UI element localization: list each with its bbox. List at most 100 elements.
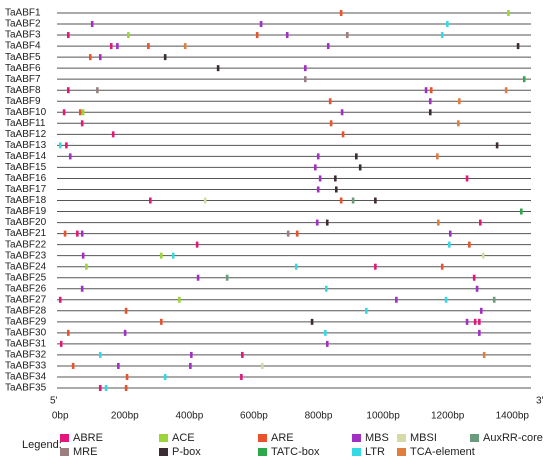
x-tick-label: 1400bp (496, 411, 530, 422)
element-mark (329, 120, 333, 127)
gene-label: TaABF5 (5, 52, 41, 63)
element-mark (475, 285, 479, 292)
element-mark (304, 76, 307, 83)
element-mark (124, 307, 128, 314)
element-mark (104, 385, 108, 392)
legend-swatch (397, 434, 406, 442)
element-mark (345, 32, 349, 39)
element-mark (324, 285, 328, 292)
element-mark (81, 109, 85, 116)
element-mark (310, 318, 314, 325)
element-mark (478, 329, 481, 336)
element-mark (479, 307, 483, 314)
element-mark (149, 197, 152, 204)
element-mark (259, 21, 263, 28)
end-label: 3' (536, 396, 544, 407)
gene-label: TaABF8 (5, 85, 41, 96)
element-mark (334, 186, 338, 193)
element-mark (80, 230, 84, 237)
element-mark (492, 296, 496, 303)
element-mark (325, 340, 329, 347)
element-mark (482, 351, 486, 358)
element-mark (261, 362, 264, 369)
x-tick-label: 1200bp (431, 411, 465, 422)
element-mark (504, 87, 508, 94)
element-mark (440, 263, 444, 270)
element-mark (339, 10, 343, 16)
element-mark (516, 43, 520, 50)
element-mark (316, 153, 320, 160)
legend-label: ARE (271, 432, 294, 444)
element-mark (62, 109, 66, 116)
legend-label: MBS (365, 432, 389, 444)
legend-label: LTR (365, 446, 385, 458)
element-mark (216, 65, 220, 72)
element-mark (448, 241, 451, 248)
element-mark (351, 197, 355, 204)
element-mark (71, 362, 75, 369)
gene-label: TaABF10 (5, 107, 47, 118)
element-mark (183, 43, 187, 50)
gene-label: TaABF3 (5, 30, 41, 41)
element-mark (255, 32, 259, 39)
gene-label: TaABF18 (5, 195, 47, 206)
gene-label: TaABF14 (5, 151, 47, 162)
element-mark (478, 318, 481, 325)
element-mark (429, 87, 433, 94)
element-mark (324, 329, 327, 336)
legend-swatch (352, 448, 361, 456)
gene-label: TaABF22 (5, 239, 47, 250)
element-mark (318, 175, 322, 182)
element-mark (67, 329, 70, 336)
element-mark (159, 252, 163, 259)
element-mark (424, 87, 428, 94)
legend-label: MRE (73, 446, 97, 458)
gene-label: TaABF20 (5, 217, 47, 228)
gene-label: TaABF29 (5, 316, 47, 327)
element-mark (159, 318, 163, 325)
gene-label: TaABF15 (5, 162, 47, 173)
element-mark (123, 329, 127, 336)
element-mark (81, 252, 85, 259)
element-mark (96, 87, 99, 94)
element-mark (334, 175, 337, 182)
gene-label: TaABF19 (5, 206, 47, 217)
element-mark (117, 362, 120, 369)
legend-label: P-box (172, 446, 201, 458)
x-tick-label: 0bp (52, 411, 69, 422)
element-mark (495, 142, 499, 149)
legend-swatch (258, 448, 267, 456)
element-mark (124, 385, 128, 392)
element-mark (111, 131, 115, 138)
element-mark (457, 120, 460, 127)
element-mark (355, 153, 358, 160)
element-mark (163, 373, 167, 380)
element-mark (522, 76, 526, 83)
element-mark (240, 373, 243, 380)
x-tick-label: 800bp (305, 411, 333, 422)
element-mark (196, 274, 200, 281)
element-mark (328, 98, 332, 105)
element-mark (374, 263, 377, 270)
element-mark (395, 296, 398, 303)
gene-label: TaABF16 (5, 173, 47, 184)
element-mark (436, 153, 439, 160)
gene-label: TaABF9 (5, 96, 41, 107)
element-mark (203, 197, 207, 204)
element-mark (428, 98, 432, 105)
legend-label: AuxRR-core (483, 432, 543, 444)
element-mark (85, 263, 88, 270)
element-mark (473, 318, 477, 325)
element-mark (448, 230, 452, 237)
legend-swatch (258, 434, 267, 442)
element-mark (65, 142, 68, 149)
element-mark (190, 351, 193, 358)
element-mark (440, 32, 444, 39)
element-mark (315, 219, 319, 226)
element-mark (125, 373, 129, 380)
element-mark (189, 362, 192, 369)
gene-label: TaABF32 (5, 350, 47, 361)
element-mark (109, 43, 113, 50)
element-mark (444, 296, 448, 303)
